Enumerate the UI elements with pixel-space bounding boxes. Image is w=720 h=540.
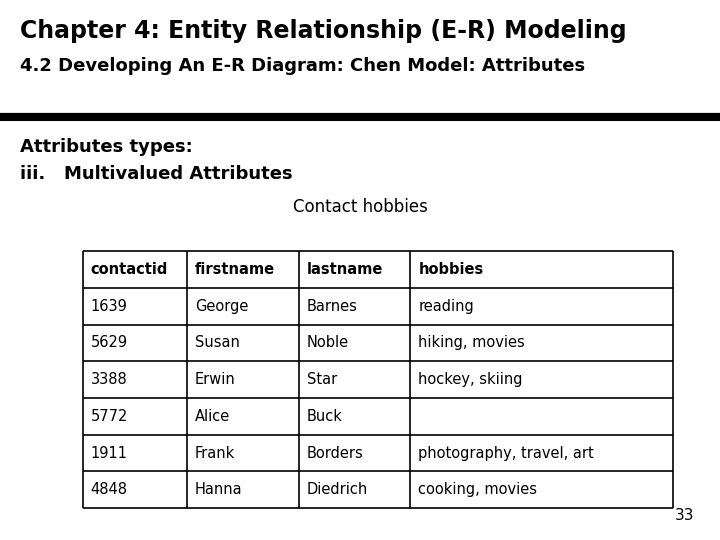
Text: Frank: Frank [195, 446, 235, 461]
Text: hockey, skiing: hockey, skiing [418, 372, 523, 387]
FancyBboxPatch shape [0, 0, 720, 116]
Text: Chapter 4: Entity Relationship (E-R) Modeling: Chapter 4: Entity Relationship (E-R) Mod… [20, 19, 627, 43]
Text: Star: Star [307, 372, 337, 387]
Text: George: George [195, 299, 248, 314]
Text: Erwin: Erwin [195, 372, 236, 387]
Text: contactid: contactid [91, 262, 168, 277]
Text: Buck: Buck [307, 409, 343, 424]
Text: Susan: Susan [195, 335, 240, 350]
Text: Contact hobbies: Contact hobbies [292, 198, 428, 215]
Text: 4848: 4848 [91, 482, 127, 497]
Text: Hanna: Hanna [195, 482, 243, 497]
Text: 33: 33 [675, 508, 695, 523]
Text: Barnes: Barnes [307, 299, 358, 314]
Text: hobbies: hobbies [418, 262, 484, 277]
Text: iii.   Multivalued Attributes: iii. Multivalued Attributes [20, 165, 293, 183]
Text: hiking, movies: hiking, movies [418, 335, 525, 350]
Text: 1639: 1639 [91, 299, 127, 314]
Text: 5629: 5629 [91, 335, 128, 350]
Text: 1911: 1911 [91, 446, 127, 461]
Text: Noble: Noble [307, 335, 349, 350]
Text: 3388: 3388 [91, 372, 127, 387]
Text: firstname: firstname [195, 262, 275, 277]
Text: Diedrich: Diedrich [307, 482, 368, 497]
Text: Alice: Alice [195, 409, 230, 424]
Text: reading: reading [418, 299, 474, 314]
Text: cooking, movies: cooking, movies [418, 482, 537, 497]
Text: photography, travel, art: photography, travel, art [418, 446, 594, 461]
Text: lastname: lastname [307, 262, 383, 277]
Text: 4.2 Developing An E-R Diagram: Chen Model: Attributes: 4.2 Developing An E-R Diagram: Chen Mode… [20, 57, 585, 75]
Text: Borders: Borders [307, 446, 364, 461]
Text: Attributes types:: Attributes types: [20, 138, 193, 156]
Text: 5772: 5772 [91, 409, 128, 424]
